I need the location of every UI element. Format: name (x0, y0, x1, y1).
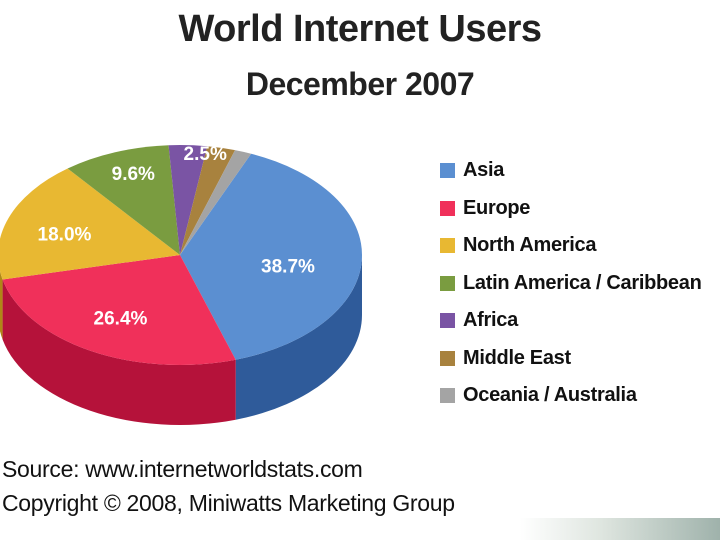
data-label-middle-east: 2.5% (184, 144, 227, 165)
legend-item-oceania-australia: Oceania / Australia (440, 377, 702, 415)
data-label-oceania-australia: 1.5% (252, 110, 295, 114)
legend-label: North America (463, 234, 597, 257)
data-label-north-america: 18.0% (38, 225, 92, 246)
pie-side-europe (2, 279, 236, 425)
legend-item-middle-east: Middle East (440, 340, 702, 378)
chart-title: World Internet Users (178, 8, 542, 50)
pie-slice-oceania-australia (180, 150, 252, 255)
pie-slice-europe (2, 255, 236, 365)
legend-swatch (440, 388, 455, 404)
source-line: Source: www.internetworldstats.com (2, 456, 363, 482)
pie-slice-africa (168, 145, 208, 255)
data-label-asia: 38.7% (261, 257, 315, 278)
copyright-line: Copyright © 2008, Miniwatts Marketing Gr… (2, 490, 455, 516)
decorative-corner (520, 518, 720, 540)
legend-swatch (440, 163, 455, 179)
legend-label: Oceania / Australia (463, 384, 637, 407)
legend-item-africa: Africa (440, 302, 702, 340)
legend-label: Europe (463, 196, 531, 219)
legend-item-europe: Europe (440, 190, 702, 228)
legend-swatch (440, 350, 455, 366)
pie-slice-middle-east (180, 146, 236, 255)
pie-slice-north-america (0, 168, 180, 280)
legend-label: Middle East (463, 346, 571, 369)
pie-side-north-america (0, 270, 3, 340)
pie-slice-latin-america-caribbean (67, 145, 180, 255)
data-label-europe: 26.4% (94, 309, 148, 330)
pie-slice-asia (180, 153, 362, 360)
data-label-latin-america-caribbean: 9.6% (112, 164, 155, 185)
legend: Asia Europe North America Latin America / C… (440, 152, 702, 415)
legend-item-latin-america-caribbean: Latin America / Caribbean (440, 265, 702, 303)
legend-label: Latin America / Caribbean (463, 271, 702, 294)
legend-swatch (440, 313, 455, 329)
legend-item-asia: Asia (440, 152, 702, 190)
legend-swatch (440, 200, 455, 216)
legend-swatch (440, 275, 455, 291)
legend-label: Asia (463, 159, 505, 182)
legend-item-north-america: North America (440, 227, 702, 265)
legend-swatch (440, 238, 455, 254)
chart-subtitle: December 2007 (245, 66, 475, 102)
pie-side-asia (235, 255, 362, 420)
pie-chart: 38.7%26.4%18.0%9.6%3.4%2.5%1.5% (0, 110, 362, 425)
legend-label: Africa (463, 309, 518, 332)
